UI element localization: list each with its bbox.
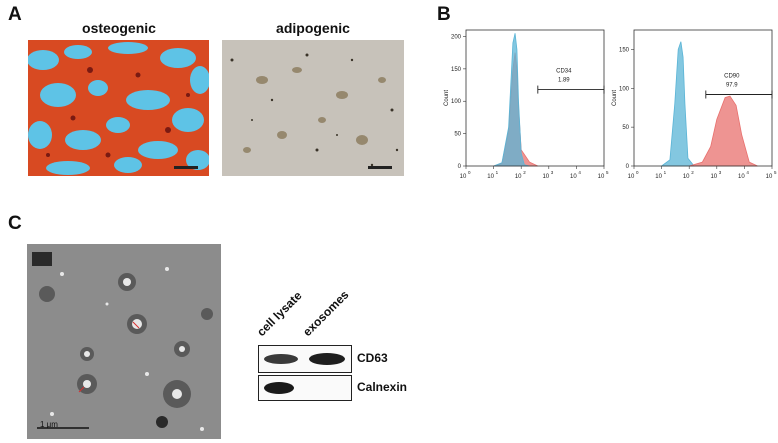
y-tick-label: 100 (451, 99, 462, 105)
x-tick-label: 10 (598, 174, 605, 180)
gate-percent-label: 97.9 (726, 83, 738, 89)
band-calnexin-cell-lysate (264, 382, 294, 394)
blot-strip-cd63 (258, 345, 352, 373)
band-label-calnexin: Calnexin (357, 380, 408, 394)
y-tick-label: 50 (622, 125, 629, 131)
control-histogram (493, 33, 530, 167)
y-tick-label: 150 (619, 47, 630, 53)
gate-marker-label: CD90 (724, 74, 740, 80)
plot-frame (633, 29, 773, 167)
panel-letter-a: A (8, 4, 22, 25)
alizarin-red-stain-image (28, 40, 209, 176)
y-tick-label: 50 (454, 132, 461, 138)
control-histogram (660, 41, 695, 167)
x-tick-label: 10 (460, 174, 467, 180)
x-tick-label: 10 (710, 174, 717, 180)
exosome-tem-image (27, 244, 221, 439)
sample-histogram (689, 95, 758, 167)
x-tick-exponent: 3 (551, 170, 554, 175)
x-tick-exponent: 0 (468, 170, 471, 175)
x-tick-exponent: 2 (523, 170, 526, 175)
x-tick-label: 10 (542, 174, 549, 180)
blot-strip-calnexin (258, 375, 352, 401)
osteogenic-title: osteogenic (82, 20, 156, 36)
tem-micrograph (27, 244, 221, 439)
x-tick-exponent: 4 (746, 170, 749, 175)
plot-frame (465, 29, 605, 167)
x-tick-exponent: 1 (664, 170, 667, 175)
tem-scale-bar-label: 1 μm (40, 420, 58, 429)
osteogenic-micrograph (28, 40, 209, 176)
flow-histogram-cd34: Count050100150200100101102103104105CD341… (444, 29, 609, 180)
y-tick-label: 200 (451, 34, 462, 40)
x-tick-exponent: 3 (719, 170, 722, 175)
lane-label-exosomes: exosomes (300, 287, 352, 339)
y-tick-label: 0 (458, 164, 462, 170)
x-tick-label: 10 (487, 174, 494, 180)
x-tick-label: 10 (683, 174, 690, 180)
x-tick-label: 10 (628, 174, 635, 180)
y-axis-label: Count (612, 90, 618, 106)
x-tick-label: 10 (738, 174, 745, 180)
x-tick-exponent: 5 (606, 170, 609, 175)
x-tick-exponent: 4 (578, 170, 581, 175)
y-tick-label: 150 (451, 67, 462, 73)
x-tick-exponent: 0 (636, 170, 639, 175)
x-tick-label: 10 (766, 174, 773, 180)
x-tick-exponent: 2 (691, 170, 694, 175)
panel-letter-c: C (8, 213, 22, 234)
y-tick-label: 100 (619, 86, 630, 92)
x-tick-label: 10 (655, 174, 662, 180)
x-tick-label: 10 (515, 174, 522, 180)
panel-letter-b: B (437, 4, 451, 25)
oil-red-stain-image (222, 40, 404, 176)
adipogenic-title: adipogenic (276, 20, 350, 36)
x-tick-exponent: 5 (774, 170, 777, 175)
x-tick-label: 10 (570, 174, 577, 180)
band-label-cd63: CD63 (357, 351, 388, 365)
y-tick-label: 0 (626, 164, 630, 170)
lane-label-cell-lysate: cell lysate (254, 288, 305, 339)
adipogenic-micrograph (222, 40, 404, 176)
band-cd63-cell-lysate (264, 354, 298, 364)
y-axis-label: Count (444, 90, 450, 106)
x-tick-exponent: 1 (496, 170, 499, 175)
band-cd63-exosomes (309, 353, 345, 365)
gate-percent-label: 1.89 (558, 78, 570, 84)
gate-marker-label: CD34 (556, 69, 572, 75)
